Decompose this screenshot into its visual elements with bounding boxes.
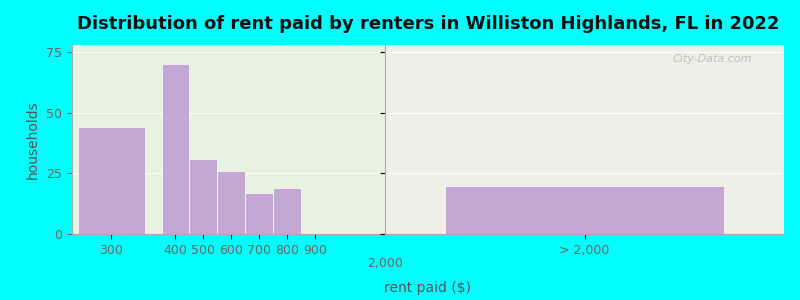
Text: Distribution of rent paid by renters in Williston Highlands, FL in 2022: Distribution of rent paid by renters in …: [77, 15, 779, 33]
Bar: [445, 185, 724, 234]
Bar: [218, 171, 246, 234]
Bar: [78, 128, 145, 234]
Text: City-Data.com: City-Data.com: [672, 55, 752, 64]
Bar: [246, 193, 274, 234]
Bar: [274, 188, 302, 234]
Y-axis label: households: households: [26, 100, 39, 179]
Bar: [162, 64, 190, 234]
Bar: [190, 159, 218, 234]
Text: rent paid ($): rent paid ($): [385, 281, 471, 295]
Text: 2,000: 2,000: [367, 257, 403, 270]
